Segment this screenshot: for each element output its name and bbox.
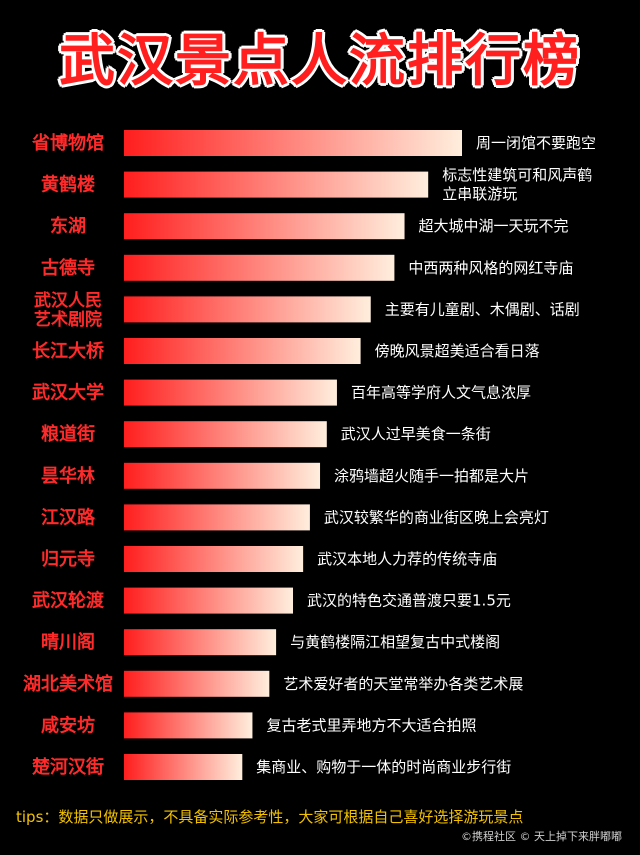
category-label: 武汉轮渡	[32, 590, 105, 612]
bar	[124, 171, 429, 198]
category-label: 昙华林	[41, 465, 95, 487]
annotation-label: 武汉人过早美食一条街	[341, 425, 491, 443]
bar	[124, 504, 310, 531]
bar	[124, 296, 371, 323]
bar	[124, 213, 405, 240]
annotation-label: 复古老式里弄地方不大适合拍照	[266, 716, 476, 734]
category-label: 咸安坊	[41, 714, 95, 736]
bar	[124, 379, 337, 406]
category-label: 湖北美术馆	[23, 673, 113, 695]
bar	[124, 421, 327, 448]
category-label: 长江大桥	[32, 340, 105, 362]
annotation-label: 武汉较繁华的商业街区晚上会亮灯	[324, 508, 549, 526]
category-label: 粮道街	[41, 423, 95, 445]
annotation-label: 与黄鹤楼隔江相望复古中式楼阁	[290, 633, 500, 651]
category-label: 省博物馆	[31, 132, 104, 154]
annotation-label: 涂鸦墙超火随手一拍都是大片	[334, 467, 529, 485]
category-label: 黄鹤楼	[41, 174, 95, 196]
category-label: 武汉大学	[32, 382, 104, 404]
bar	[124, 587, 293, 614]
bar	[124, 254, 395, 281]
annotation-label: 艺术爱好者的天堂常举办各类艺术展	[283, 675, 523, 693]
annotation-label: 标志性建筑可和风声鹤立串联游玩	[442, 166, 592, 203]
category-label: 江汉路	[41, 506, 96, 528]
bar	[124, 546, 304, 572]
annotation-label: 武汉本地人力荐的传统寺庙	[317, 550, 497, 568]
annotation-label: 周一闭馆不要跑空	[476, 134, 596, 152]
category-label: 晴川阁	[41, 631, 95, 653]
category-label: 楚河汉街	[32, 756, 104, 778]
chart-title: 武汉景点人流排行榜	[59, 29, 581, 94]
bar	[124, 712, 253, 739]
bar	[124, 670, 270, 697]
annotation-label: 集商业、购物于一体的时尚商业步行街	[256, 758, 511, 776]
category-label: 古德寺	[41, 257, 95, 279]
bar	[124, 462, 321, 489]
annotation-label: 傍晚风景超美适合看日落	[375, 342, 540, 360]
category-label: 归元寺	[41, 548, 95, 570]
bar	[124, 754, 243, 780]
annotation-label: 超大城中湖一天玩不完	[419, 217, 569, 235]
annotation-label: 主要有儿童剧、木偶剧、话剧	[385, 300, 580, 318]
category-label: 武汉人民艺术剧院	[34, 290, 102, 330]
footer-tip: tips：数据只做展示，不具备实际参考性，大家可根据自己喜好选择游玩景点	[16, 808, 524, 826]
annotation-label: 百年高等学府人文气息浓厚	[351, 384, 531, 402]
annotation-label: 武汉的特色交通普渡只要1.5元	[307, 592, 511, 610]
footer-credit: ©携程社区 © 天上掉下来胖嘟嘟	[461, 830, 622, 843]
bar	[124, 130, 462, 156]
annotation-label: 中西两种风格的网红寺庙	[408, 259, 573, 277]
category-label: 东湖	[50, 215, 86, 237]
bar	[124, 629, 277, 656]
bar	[124, 338, 361, 364]
